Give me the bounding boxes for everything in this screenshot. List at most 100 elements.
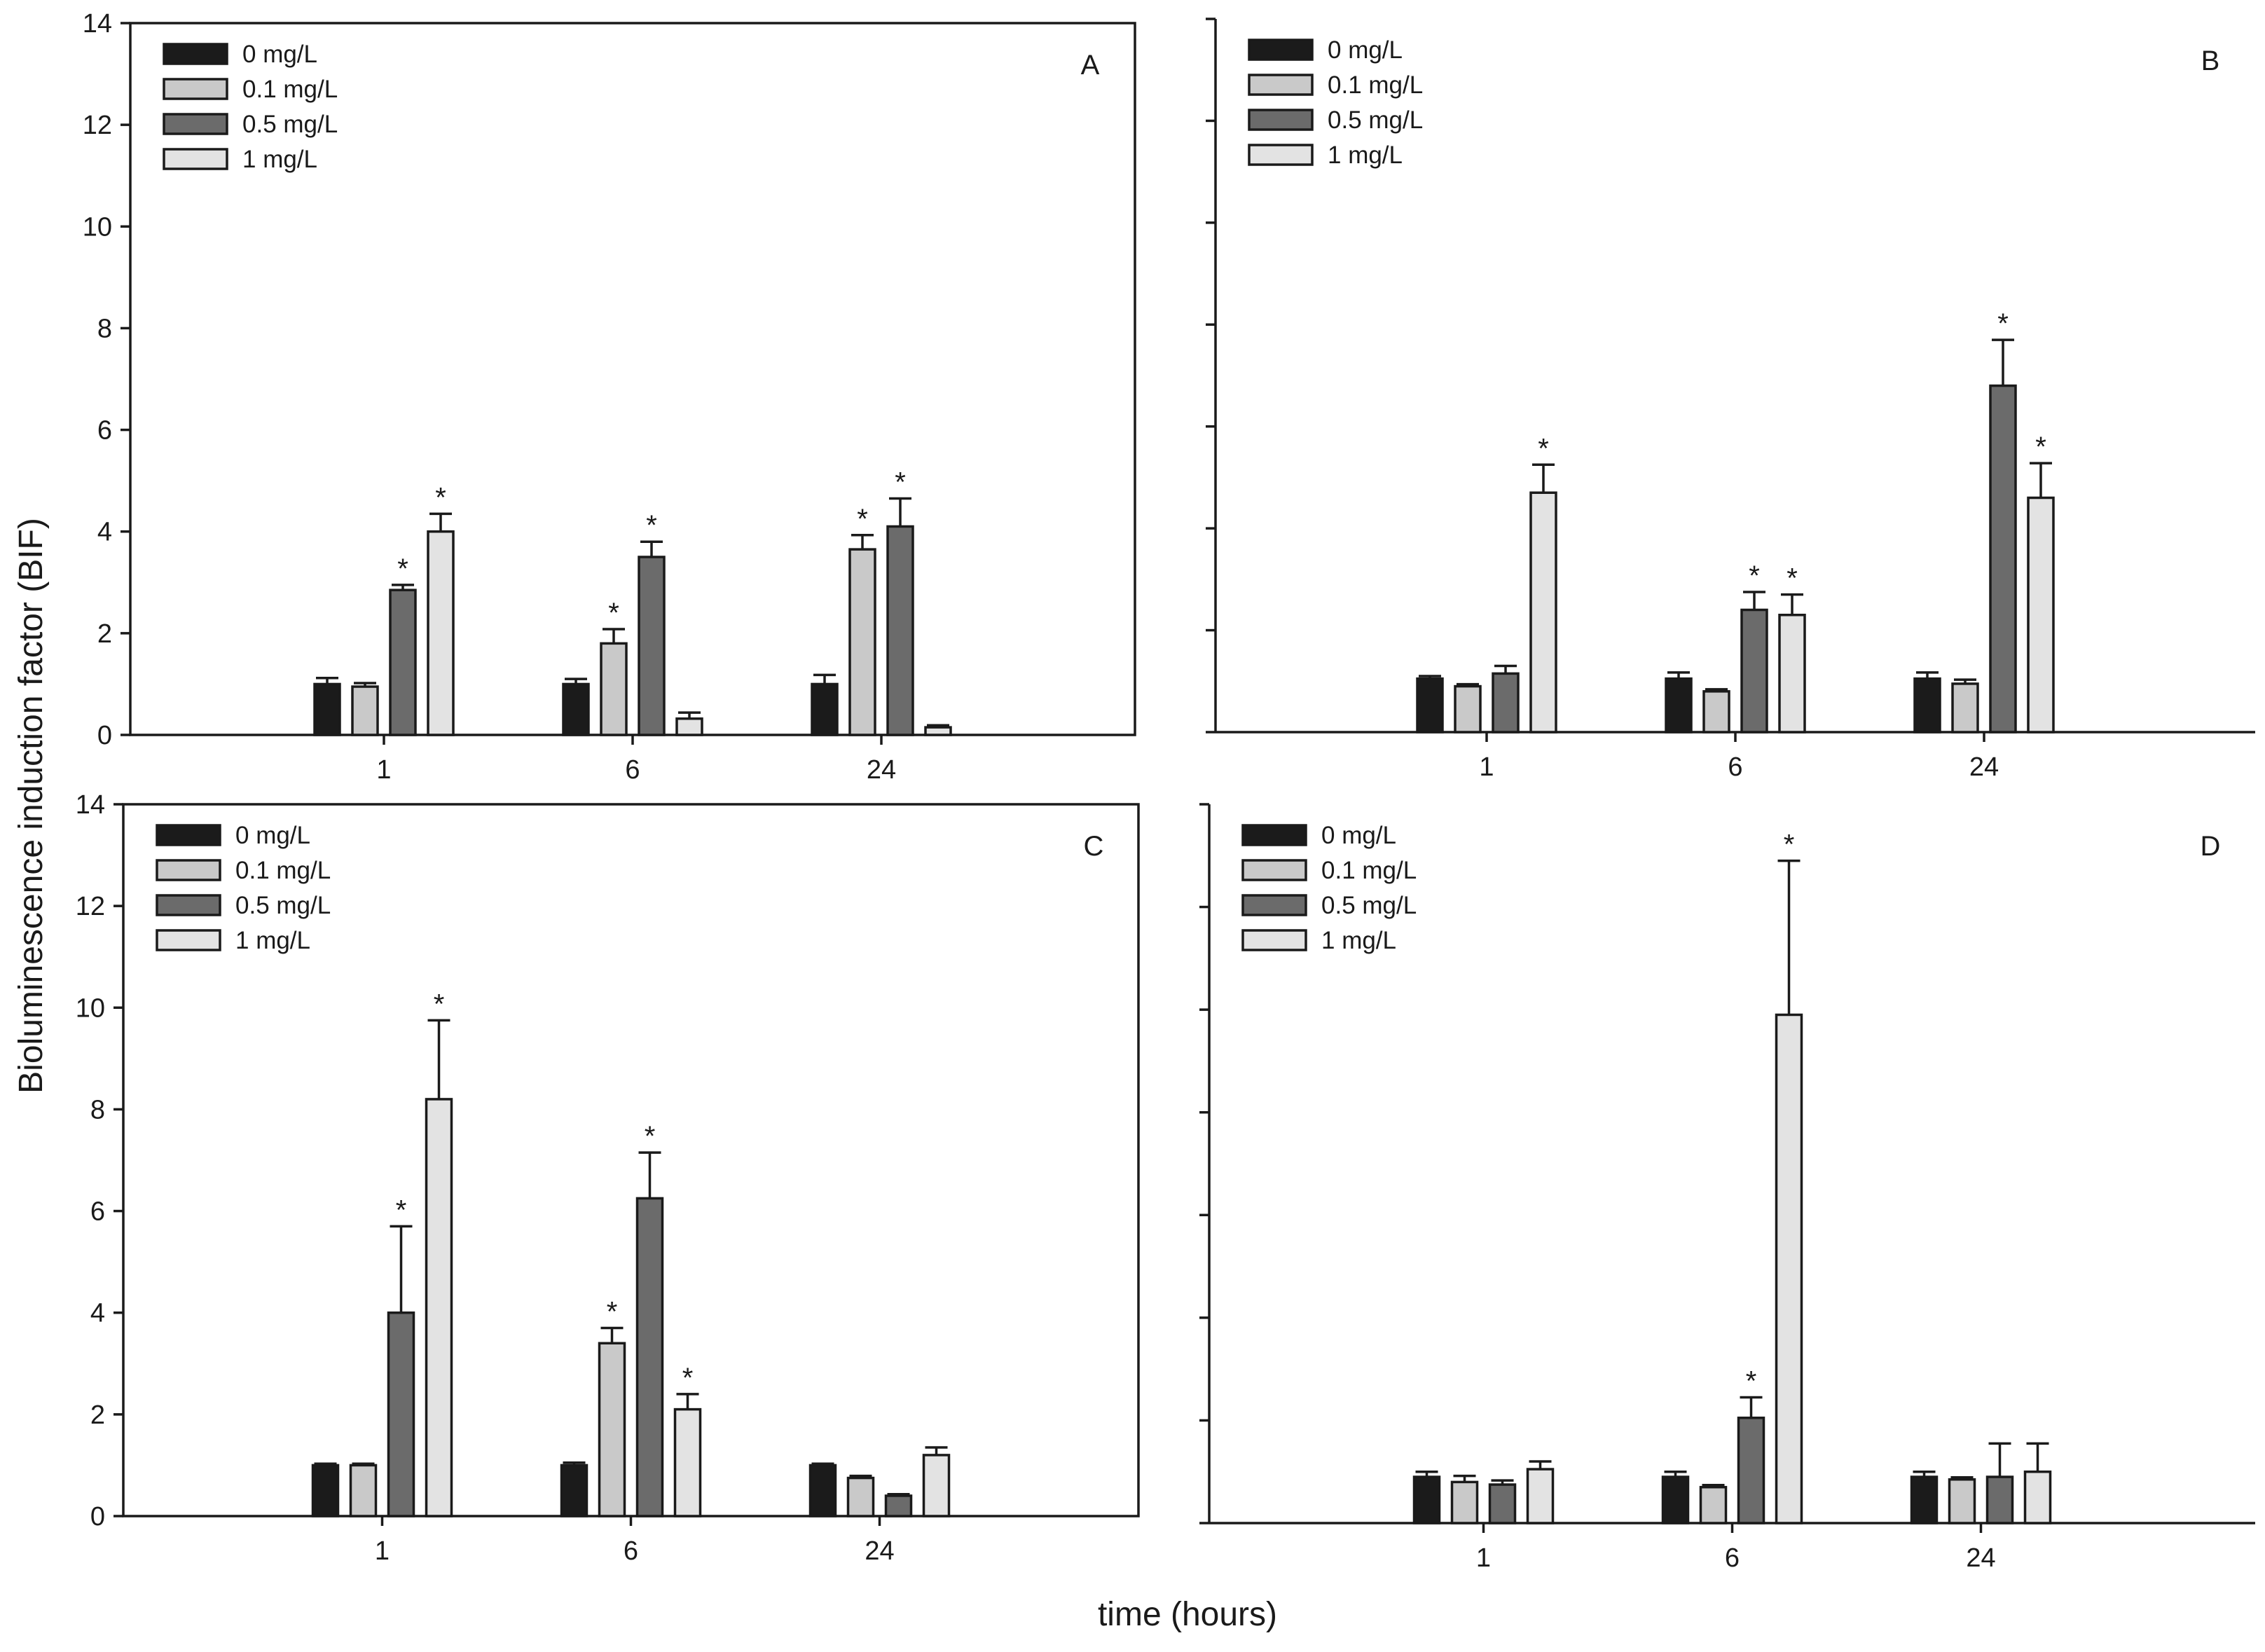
- y-tick-label: 0: [97, 721, 112, 750]
- legend-label: 0.5 mg/L: [1321, 892, 1417, 919]
- x-tick-label: 6: [625, 755, 640, 785]
- x-tick-label: 24: [1969, 752, 1999, 782]
- legend-label: 0 mg/L: [242, 41, 317, 68]
- legend-label: 0.1 mg/L: [1321, 857, 1417, 884]
- legend-label: 0.5 mg/L: [242, 111, 338, 138]
- bar: [811, 682, 839, 736]
- x-tick-label: 1: [1476, 1543, 1491, 1573]
- significance-star: *: [397, 553, 408, 584]
- significance-star: *: [1746, 1365, 1757, 1396]
- panel-letter: B: [2201, 46, 2220, 76]
- bar: [1989, 384, 2017, 734]
- bar: [673, 1407, 702, 1517]
- legend-swatch: [163, 113, 228, 135]
- bar: [389, 588, 417, 736]
- bar: [1450, 1480, 1479, 1524]
- y-tick-label: 2: [90, 1400, 105, 1430]
- y-tick-label: 14: [83, 9, 112, 39]
- legend-label: 1 mg/L: [242, 146, 317, 173]
- bar: [1454, 684, 1482, 734]
- bar: [427, 530, 455, 736]
- y-tick-label: 10: [83, 212, 112, 242]
- legend-swatch: [156, 824, 221, 846]
- panel-letter: D: [2201, 831, 2221, 862]
- panel-b: 1 * 6 * * 24 * * 0 mg/L 0.1 mg/L 0.5 mg/L 1 mg/L B: [1206, 18, 2255, 782]
- y-tick-label: 4: [97, 518, 112, 547]
- bar: [1412, 1475, 1441, 1524]
- significance-star: *: [646, 510, 657, 541]
- y-tick-label: 2: [97, 619, 112, 649]
- bar: [1526, 1468, 1555, 1524]
- significance-star: *: [1538, 433, 1549, 464]
- legend-label: 1 mg/L: [1321, 927, 1396, 954]
- y-tick-label: 8: [90, 1095, 105, 1124]
- bar: [1529, 491, 1557, 734]
- y-tick-label: 10: [76, 993, 105, 1023]
- bar: [675, 717, 703, 736]
- x-tick-label: 24: [1966, 1543, 1995, 1573]
- y-axis-title: Bioluminescence induction factor (BIF): [13, 518, 50, 1094]
- bar: [848, 548, 876, 736]
- bar: [808, 1464, 837, 1517]
- y-tick-label: 14: [76, 790, 105, 820]
- legend-label: 0.1 mg/L: [1328, 71, 1423, 99]
- bar: [311, 1464, 340, 1517]
- significance-star: *: [607, 1296, 618, 1327]
- y-tick-label: 0: [90, 1502, 105, 1531]
- bar: [1948, 1478, 1976, 1524]
- x-tick-label: 6: [624, 1536, 638, 1566]
- x-tick-label: 24: [867, 755, 896, 785]
- bar: [1492, 672, 1520, 734]
- legend-swatch: [156, 859, 221, 881]
- legend-swatch: [163, 43, 228, 65]
- bar: [562, 682, 590, 736]
- bar: [846, 1476, 875, 1517]
- bar: [1737, 1417, 1765, 1524]
- legend-label: 0.1 mg/L: [235, 857, 331, 884]
- panel-letter: A: [1081, 50, 1100, 81]
- significance-star: *: [857, 504, 868, 535]
- bar: [1951, 682, 1979, 734]
- legend-label: 0.1 mg/L: [242, 76, 338, 103]
- significance-star: *: [608, 598, 619, 628]
- bar: [1910, 1475, 1939, 1524]
- significance-star: *: [2035, 432, 2046, 462]
- bar: [1778, 614, 1806, 734]
- legend-swatch: [1241, 929, 1307, 951]
- y-tick-label: 4: [90, 1299, 105, 1328]
- significance-star: *: [1786, 563, 1798, 594]
- legend-swatch: [1248, 74, 1314, 96]
- legend-swatch: [163, 148, 228, 170]
- legend-swatch: [156, 929, 221, 951]
- legend-label: 1 mg/L: [235, 927, 310, 954]
- legend-label: 0 mg/L: [1321, 822, 1396, 849]
- significance-star: *: [1749, 560, 1760, 591]
- bar: [1702, 690, 1730, 734]
- bar: [1488, 1483, 1517, 1524]
- bar: [600, 642, 628, 736]
- x-tick-label: 6: [1728, 752, 1742, 782]
- x-tick-label: 6: [1725, 1543, 1740, 1573]
- x-tick-label: 1: [1479, 752, 1494, 782]
- legend-swatch: [1241, 824, 1307, 846]
- legend-swatch: [1248, 144, 1314, 166]
- bar: [1661, 1475, 1690, 1524]
- legend-swatch: [1241, 859, 1307, 881]
- bar: [635, 1197, 664, 1517]
- bar: [1985, 1475, 2014, 1524]
- significance-star: *: [435, 482, 446, 513]
- significance-star: *: [434, 989, 445, 1019]
- bar: [638, 556, 666, 736]
- bar: [351, 685, 379, 736]
- bar: [922, 1454, 951, 1517]
- x-tick-label: 24: [865, 1536, 894, 1566]
- bar: [425, 1098, 453, 1517]
- x-tick-label: 1: [375, 1536, 390, 1566]
- significance-star: *: [1997, 308, 2009, 339]
- legend-swatch: [1248, 109, 1314, 131]
